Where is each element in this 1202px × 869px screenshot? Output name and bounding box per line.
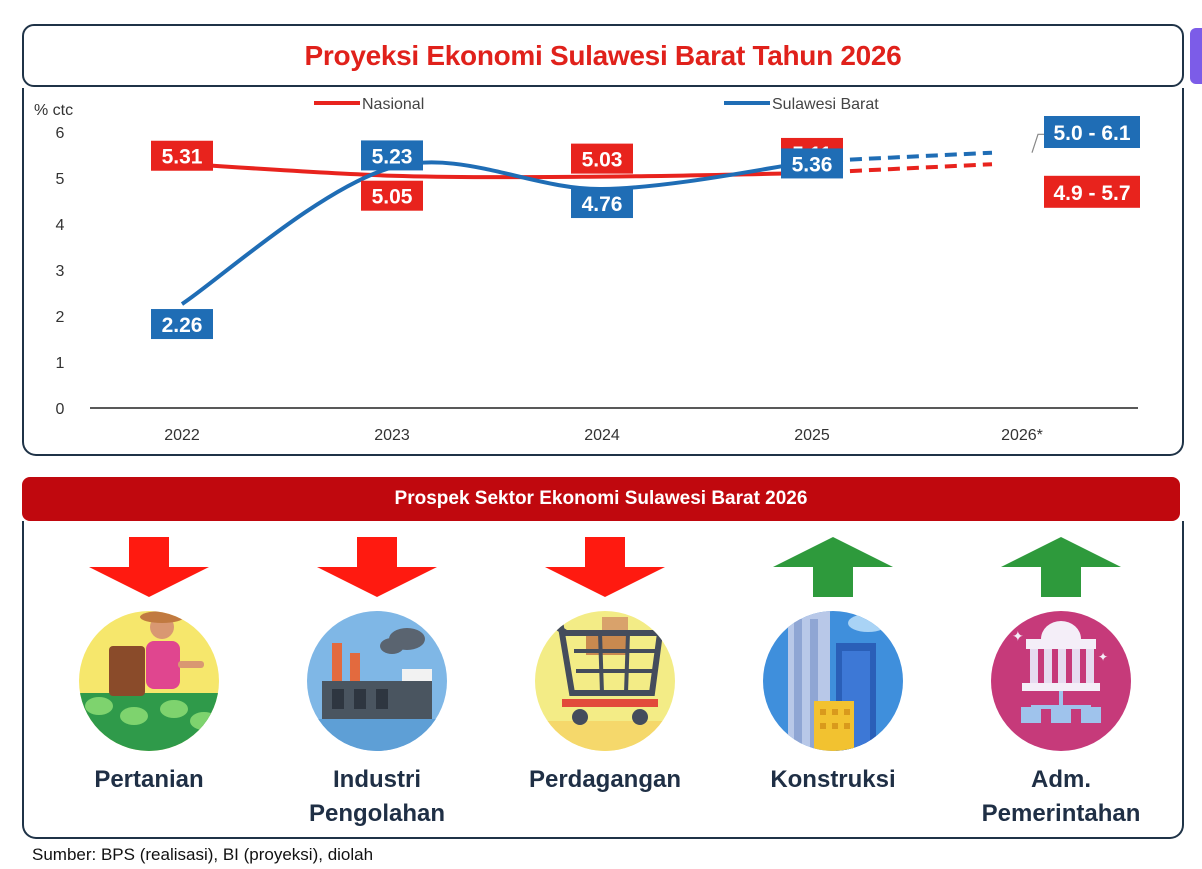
sector-label: Konstruksi bbox=[770, 766, 896, 793]
edge-tab[interactable] bbox=[1190, 28, 1202, 84]
data-label: 5.03 bbox=[582, 149, 623, 172]
data-label: 5.05 bbox=[372, 186, 413, 209]
sector-industri-pengolahan: Industri Pengolahan bbox=[262, 521, 492, 839]
government-building-icon: ✦ ✦ bbox=[991, 611, 1131, 751]
sector-label: Perdagangan bbox=[528, 766, 682, 793]
svg-text:✦: ✦ bbox=[1012, 629, 1024, 645]
data-label: 5.23 bbox=[372, 145, 413, 168]
x-tick-label: 2025 bbox=[794, 427, 830, 444]
factory-icon bbox=[307, 611, 447, 751]
trend-down-arrow bbox=[89, 537, 209, 597]
shopping-cart-icon bbox=[535, 611, 675, 751]
data-label-box bbox=[571, 188, 633, 219]
series-sulawesi-barat-line bbox=[180, 159, 813, 306]
data-label-box bbox=[361, 180, 423, 211]
y-tick-label: 3 bbox=[56, 263, 65, 280]
chart-title: Proyeksi Ekonomi Sulawesi Barat Tahun 20… bbox=[22, 24, 1184, 87]
sector-pertanian: Pertanian bbox=[34, 521, 264, 839]
svg-text:✦: ✦ bbox=[1098, 650, 1108, 664]
source-note: Sumber: BPS (realisasi), BI (proyeksi), … bbox=[32, 845, 374, 864]
y-axis-label: % ctc bbox=[34, 102, 73, 119]
projection-label: 5.0 - 6.1 bbox=[1053, 122, 1130, 145]
y-tick-label: 2 bbox=[56, 309, 65, 326]
data-label: 2.26 bbox=[162, 314, 203, 337]
y-tick-label: 6 bbox=[56, 125, 65, 142]
sector-adm-pemerintahan: ✦ ✦ Adm. Pemerintahan bbox=[946, 521, 1176, 839]
y-tick-label: 1 bbox=[56, 355, 65, 372]
projection-label-box bbox=[1044, 116, 1140, 148]
y-tick-label: 4 bbox=[56, 217, 65, 234]
y-tick-label: 5 bbox=[56, 171, 65, 188]
data-label: 5.31 bbox=[162, 146, 203, 169]
buildings-icon bbox=[763, 611, 903, 751]
y-tick-label: 0 bbox=[56, 401, 65, 418]
sector-panel: Pertanian bbox=[22, 521, 1184, 839]
data-label-box bbox=[361, 140, 423, 171]
x-tick-label: 2024 bbox=[584, 427, 620, 444]
legend-nasional-label: Nasional bbox=[362, 96, 424, 113]
x-tick-label: 2026* bbox=[1001, 427, 1043, 444]
x-tick-label: 2023 bbox=[374, 427, 410, 444]
chart-panel: % ctc 0 1 2 3 4 5 6 2022 2023 2024 2025 2026* Nasiona… bbox=[22, 88, 1184, 456]
data-label-box bbox=[151, 140, 213, 171]
sector-header: Prospek Sektor Ekonomi Sulawesi Barat 20… bbox=[22, 477, 1180, 521]
line-chart: % ctc 0 1 2 3 4 5 6 2022 2023 2024 2025 2026* Nasiona… bbox=[34, 96, 1140, 444]
data-label-box bbox=[781, 148, 843, 179]
trend-down-arrow bbox=[545, 537, 665, 597]
trend-up-arrow bbox=[1001, 537, 1121, 597]
trend-up-arrow bbox=[773, 537, 893, 597]
legend-sulawesi-barat-label: Sulawesi Barat bbox=[772, 96, 879, 113]
trend-down-arrow bbox=[317, 537, 437, 597]
sector-perdagangan: Perdagangan bbox=[490, 521, 720, 839]
data-label-box bbox=[151, 309, 213, 340]
data-label: 4.76 bbox=[582, 193, 623, 216]
sector-label: Pertanian bbox=[94, 766, 204, 793]
x-tick-label: 2022 bbox=[164, 427, 200, 444]
sector-label: Adm. Pemerintahan bbox=[981, 766, 1141, 827]
data-label-box bbox=[571, 143, 633, 174]
projection-label-box bbox=[1044, 175, 1140, 208]
projection-leader bbox=[1031, 133, 1044, 153]
data-label: 5.36 bbox=[792, 153, 833, 176]
farmer-icon bbox=[79, 611, 219, 751]
sector-label: Industri Pengolahan bbox=[308, 766, 446, 827]
projection-label: 4.9 - 5.7 bbox=[1053, 182, 1130, 205]
sector-konstruksi: Konstruksi bbox=[718, 521, 948, 839]
